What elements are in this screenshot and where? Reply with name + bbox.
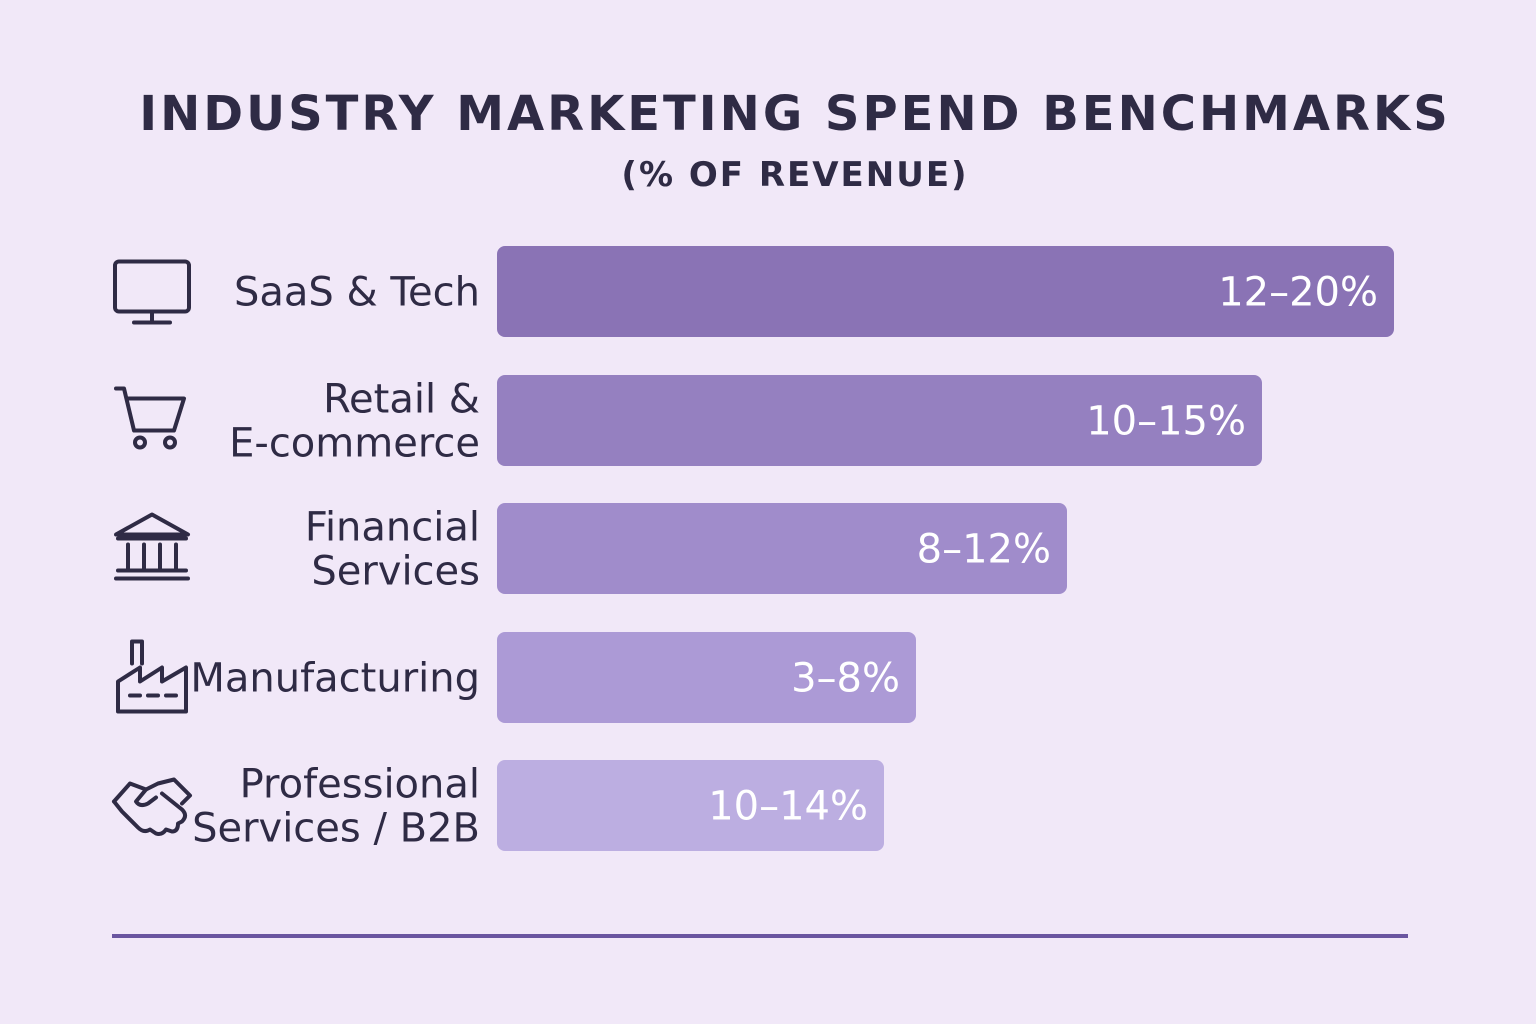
category-label-3-line-2: Services (311, 549, 480, 595)
factory-icon (116, 639, 188, 714)
bank-icon (114, 512, 190, 581)
category-label-2-line-2: E-commerce (229, 421, 480, 467)
monitor-icon (113, 259, 191, 325)
chart-subtitle: (% OF REVENUE) (621, 155, 969, 195)
category-label-1-line-1: SaaS & Tech (234, 270, 480, 316)
bar-4 (497, 632, 916, 723)
value-label-5: 10–14% (708, 784, 868, 830)
bar-5 (497, 760, 884, 851)
category-label-3-line-1: Financial (305, 505, 480, 551)
value-label-4: 3–8% (791, 656, 900, 702)
handshake-icon (112, 777, 192, 836)
category-label-4-line-1: Manufacturing (190, 656, 480, 702)
bar-3 (497, 503, 1067, 594)
category-label-2-line-1: Retail & (323, 377, 480, 423)
bar-1 (497, 246, 1394, 337)
value-label-2: 10–15% (1086, 399, 1246, 445)
value-label-3: 8–12% (917, 527, 1051, 573)
category-label-5-line-1: Professional (240, 762, 480, 808)
baseline-divider (112, 934, 1408, 938)
bar-2 (497, 375, 1262, 466)
shopping-cart-icon (114, 386, 186, 450)
chart-title: INDUSTRY MARKETING SPEND BENCHMARKS (139, 86, 1451, 142)
category-label-5-line-2: Services / B2B (192, 806, 480, 852)
value-label-1: 12–20% (1218, 270, 1378, 316)
